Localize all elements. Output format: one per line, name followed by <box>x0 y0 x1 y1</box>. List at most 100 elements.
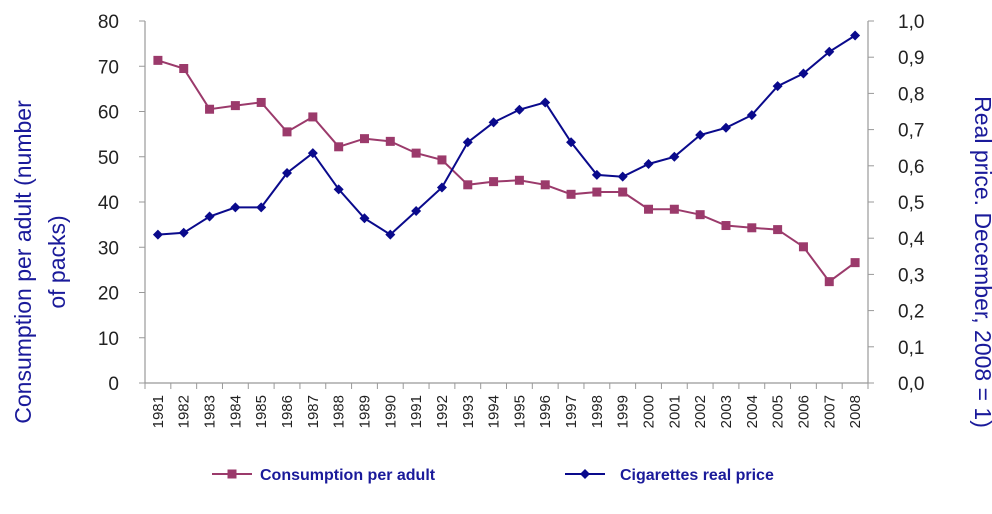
data-point-diamond <box>488 117 499 128</box>
x-tick-label: 1988 <box>331 395 348 428</box>
series-1 <box>153 55 860 287</box>
x-tick-label: 2005 <box>770 395 787 428</box>
x-tick-label: 2001 <box>666 395 683 428</box>
data-point-diamond <box>798 68 809 79</box>
data-point-square <box>695 210 705 220</box>
data-point-diamond <box>720 122 731 133</box>
right-tick-label: 0,6 <box>898 157 924 178</box>
x-tick-label: 1995 <box>511 395 528 428</box>
x-tick-label: 1989 <box>356 395 373 428</box>
data-point-diamond <box>695 130 706 141</box>
x-tick-label: 1997 <box>563 395 580 428</box>
x-tick-label: 1985 <box>253 395 270 428</box>
data-point-square <box>747 223 757 233</box>
legend-item-1: Consumption per adult <box>212 467 436 484</box>
legend-item-2: Cigarettes real price <box>565 467 774 484</box>
right-axis-title: Real price. December, 2008 = 1) <box>970 96 992 428</box>
x-tick-label: 1998 <box>589 395 606 428</box>
data-point-square <box>773 225 783 235</box>
x-tick-label: 1984 <box>227 395 244 428</box>
x-tick-label: 1992 <box>434 395 451 428</box>
data-point-diamond <box>411 206 422 217</box>
left-axis-title-line1: Consumption per adult (number <box>10 100 36 424</box>
right-tick-label: 0,5 <box>898 193 924 214</box>
data-point-square <box>592 187 602 197</box>
chart-axes <box>144 21 869 384</box>
data-point-diamond <box>178 227 189 238</box>
data-point-square <box>618 187 628 197</box>
data-point-diamond <box>333 184 344 195</box>
data-point-diamond <box>566 137 577 148</box>
x-tick-label: 1986 <box>279 395 296 428</box>
right-tick-label: 1,0 <box>898 12 924 33</box>
right-tick-label: 0,8 <box>898 84 924 105</box>
x-tick-label: 2006 <box>795 395 812 428</box>
data-point-square <box>230 101 240 111</box>
left-tick-label: 70 <box>98 57 119 78</box>
x-axis-ticks: 1981 1982 1983 1984 1985 1986 1987 1988 1989 1990… <box>144 383 869 428</box>
data-point-square <box>540 180 550 190</box>
x-tick-label: 2002 <box>692 395 709 428</box>
data-point-diamond <box>307 148 318 159</box>
x-tick-label: 2000 <box>641 395 658 428</box>
x-tick-label: 2003 <box>718 395 735 428</box>
right-tick-label: 0,0 <box>898 374 924 395</box>
x-tick-label: 2008 <box>847 395 864 428</box>
data-point-square <box>824 277 834 287</box>
data-point-diamond <box>540 97 551 108</box>
x-tick-label: 1994 <box>486 395 503 428</box>
data-point-diamond <box>230 202 241 213</box>
legend: Consumption per adult Cigarettes real pri… <box>212 467 774 484</box>
data-point-diamond <box>436 182 447 193</box>
right-tick-label: 0,3 <box>898 265 924 286</box>
data-point-diamond <box>152 229 163 240</box>
data-point-square <box>205 104 215 114</box>
series-layer <box>152 30 861 287</box>
legend-label: Consumption per adult <box>260 467 436 484</box>
x-tick-label: 1996 <box>537 395 554 428</box>
data-point-square <box>850 258 860 268</box>
left-tick-label: 30 <box>98 238 119 259</box>
data-point-square <box>644 204 654 214</box>
data-point-square <box>359 134 369 144</box>
right-tick-label: 0,4 <box>898 229 925 250</box>
left-tick-label: 40 <box>98 193 119 214</box>
data-point-diamond <box>359 213 370 224</box>
data-point-diamond <box>850 30 861 41</box>
x-tick-label: 1990 <box>382 395 399 428</box>
left-tick-label: 50 <box>98 148 119 169</box>
legend-label: Cigarettes real price <box>620 467 774 484</box>
data-point-diamond <box>746 110 757 121</box>
data-point-diamond <box>824 46 835 57</box>
data-point-square <box>437 155 447 165</box>
legend-marker-diamond <box>580 469 590 479</box>
x-tick-label: 1982 <box>176 395 193 428</box>
right-tick-label: 0,9 <box>898 48 924 69</box>
right-tick-label: 0,7 <box>898 121 924 142</box>
data-point-diamond <box>204 211 215 222</box>
left-tick-label: 20 <box>98 284 119 305</box>
x-tick-label: 2004 <box>744 395 761 428</box>
left-tick-label: 0 <box>108 374 119 395</box>
data-point-square <box>489 177 499 187</box>
data-point-diamond <box>591 169 602 180</box>
data-point-square <box>179 64 189 74</box>
data-point-square <box>256 97 266 107</box>
data-point-square <box>566 189 576 199</box>
data-point-square <box>153 55 163 65</box>
right-axis-ticks: 0,0 0,1 0,2 0,3 0,4 0,5 0,6 0,7 0,8 0,9 1,0 <box>868 12 925 395</box>
legend-marker-square <box>227 469 237 479</box>
left-tick-label: 80 <box>98 12 119 33</box>
data-point-diamond <box>669 151 680 162</box>
x-tick-label: 2007 <box>821 395 838 428</box>
x-tick-label: 1993 <box>460 395 477 428</box>
data-point-square <box>334 142 344 152</box>
data-point-diamond <box>282 168 293 179</box>
data-point-square <box>385 136 395 146</box>
left-axis-ticks: 0 10 20 30 40 50 60 70 80 <box>98 12 145 395</box>
x-tick-label: 1991 <box>408 395 425 428</box>
x-tick-label: 1987 <box>305 395 322 428</box>
x-tick-label: 1981 <box>150 395 167 428</box>
data-point-diamond <box>462 137 473 148</box>
